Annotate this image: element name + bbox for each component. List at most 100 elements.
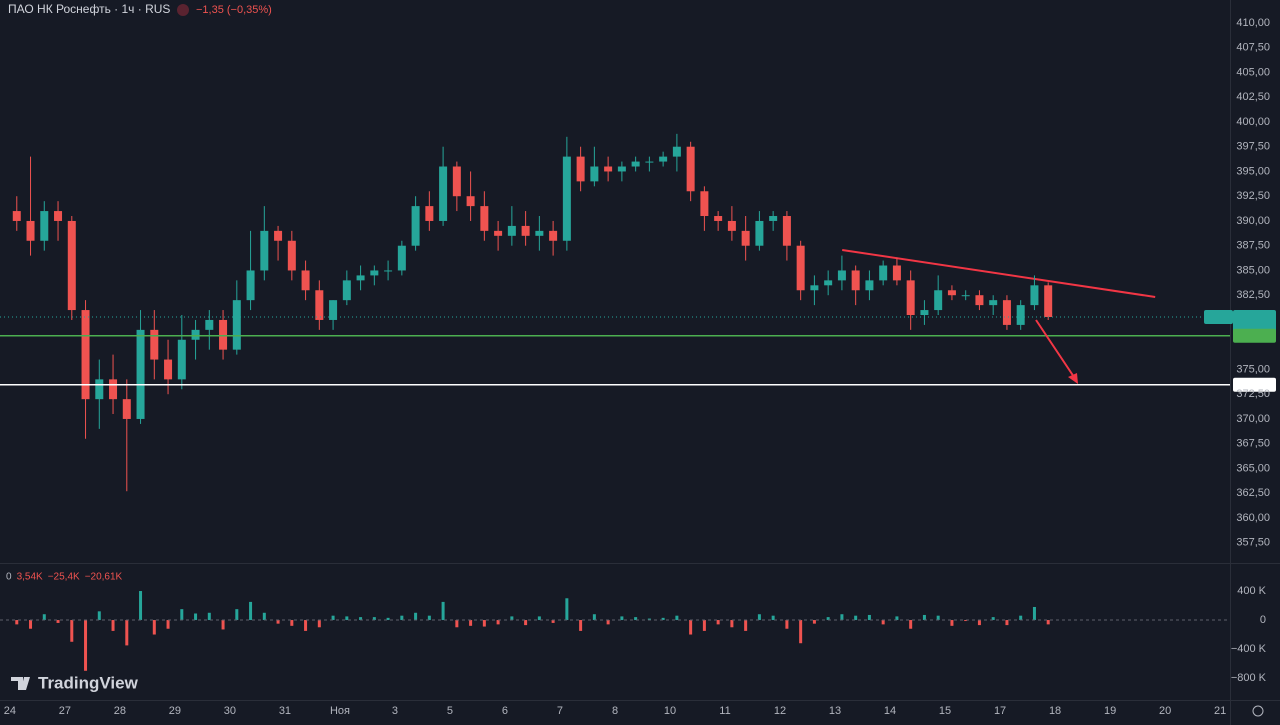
- indicator-bar: [152, 620, 156, 635]
- indicator-bar: [42, 614, 46, 621]
- y-tick-label: 370,00: [1236, 413, 1270, 425]
- indicator-bar: [482, 620, 486, 627]
- indicator-bar: [249, 601, 253, 621]
- indicator-bar: [235, 609, 239, 621]
- indicator-bar: [207, 612, 211, 621]
- indicator-bar: [70, 620, 74, 642]
- indicator-bar: [180, 609, 184, 621]
- level-label-box: [1233, 377, 1276, 392]
- x-tick-label: 18: [1049, 705, 1061, 717]
- x-tick-label: 30: [224, 705, 236, 717]
- y-tick-label: 400 K: [1237, 585, 1266, 597]
- trendline: [842, 248, 1156, 298]
- y-tick-label: 0: [1260, 614, 1266, 626]
- y-tick-label: 390,00: [1236, 215, 1270, 227]
- indicator-bar: [372, 617, 376, 621]
- y-tick-label: 395,00: [1236, 165, 1270, 177]
- y-tick-label: 365,00: [1236, 462, 1270, 474]
- indicator-bar: [166, 620, 170, 629]
- level-label-box: [1233, 328, 1276, 343]
- x-tick-label: 28: [114, 705, 126, 717]
- indicator-legend: −20,61K: [85, 572, 123, 583]
- indicator-bar: [56, 620, 60, 623]
- settings-icon[interactable]: [1252, 705, 1264, 717]
- x-tick-label: 5: [447, 705, 453, 717]
- y-tick-label: 372,50: [1236, 388, 1270, 400]
- y-tick-label: 402,50: [1236, 91, 1270, 103]
- indicator-bar: [689, 620, 693, 635]
- indicator-bar: [386, 617, 390, 621]
- indicator-bar: [579, 620, 583, 631]
- indicator-bar: [977, 620, 981, 626]
- y-tick-label: 357,50: [1236, 537, 1270, 549]
- indicator-bar: [854, 615, 858, 621]
- indicator-bar: [84, 620, 88, 671]
- x-tick-label: 19: [1104, 705, 1116, 717]
- indicator-bar: [950, 620, 954, 626]
- indicator-bar: [111, 620, 115, 631]
- x-tick-label: 21: [1214, 705, 1226, 717]
- indicator-bar: [97, 611, 101, 621]
- indicator-bar: [702, 620, 706, 631]
- logo-icon: [11, 677, 30, 690]
- indicator-bar: [441, 601, 445, 621]
- status-icon[interactable]: [177, 4, 189, 16]
- x-tick-label: 24: [4, 705, 16, 717]
- x-tick-label: 13: [829, 705, 841, 717]
- indicator-bar: [537, 616, 541, 621]
- indicator-bar: [991, 617, 995, 621]
- x-tick-label: 7: [557, 705, 563, 717]
- indicator-bar: [675, 615, 679, 621]
- indicator-bar: [922, 614, 926, 621]
- indicator-bar: [524, 620, 528, 626]
- indicator-legend: −25,4K: [48, 572, 80, 583]
- indicator-bar: [359, 617, 363, 621]
- indicator-bar: [1019, 615, 1023, 621]
- last-price-box: [1233, 309, 1276, 335]
- indicator-bar: [317, 620, 321, 628]
- indicator-bar: [551, 620, 555, 623]
- y-tick-label: 397,50: [1236, 141, 1270, 153]
- indicator-bar: [909, 620, 913, 629]
- y-tick-label: 410,00: [1236, 17, 1270, 29]
- indicator-legend: 0: [6, 572, 12, 583]
- y-tick-label: 400,00: [1236, 116, 1270, 128]
- indicator-bar: [262, 612, 266, 621]
- indicator-bar: [606, 620, 610, 625]
- indicator-bar: [510, 616, 514, 621]
- x-tick-label: 20: [1159, 705, 1171, 717]
- y-tick-label: 375,00: [1236, 363, 1270, 375]
- x-tick-label: 17: [994, 705, 1006, 717]
- x-tick-label: 14: [884, 705, 896, 717]
- x-tick-label: 31: [279, 705, 291, 717]
- indicator-bar: [661, 617, 665, 621]
- indicator-bar: [565, 598, 569, 621]
- x-tick-label: 29: [169, 705, 181, 717]
- y-tick-label: 362,50: [1236, 487, 1270, 499]
- x-tick-label: 27: [59, 705, 71, 717]
- indicator-bar: [936, 615, 940, 621]
- indicator-bar: [771, 615, 775, 621]
- indicator-bar: [592, 614, 596, 621]
- indicator-bar: [125, 620, 129, 646]
- indicator-legend: 3,54K: [17, 572, 43, 583]
- y-tick-label: 385,00: [1236, 264, 1270, 276]
- x-tick-label: 12: [774, 705, 786, 717]
- indicator-bar: [194, 613, 198, 621]
- y-tick-label: −800 K: [1231, 672, 1267, 684]
- indicator-bar: [414, 612, 418, 621]
- indicator-bar: [15, 620, 19, 625]
- indicator-bar: [290, 620, 294, 626]
- indicator-bar: [469, 620, 473, 626]
- symbol-title[interactable]: ПАО НК Роснефть · 1ч · RUS: [8, 2, 170, 16]
- y-tick-label: 387,50: [1236, 240, 1270, 252]
- y-tick-label: 360,00: [1236, 512, 1270, 524]
- indicator-bar: [634, 617, 638, 621]
- logo-text: TradingView: [38, 673, 139, 692]
- indicator-bar: [785, 620, 789, 629]
- watermark: TradingView: [11, 673, 139, 692]
- indicator-bar: [840, 614, 844, 621]
- y-tick-label: 392,50: [1236, 190, 1270, 202]
